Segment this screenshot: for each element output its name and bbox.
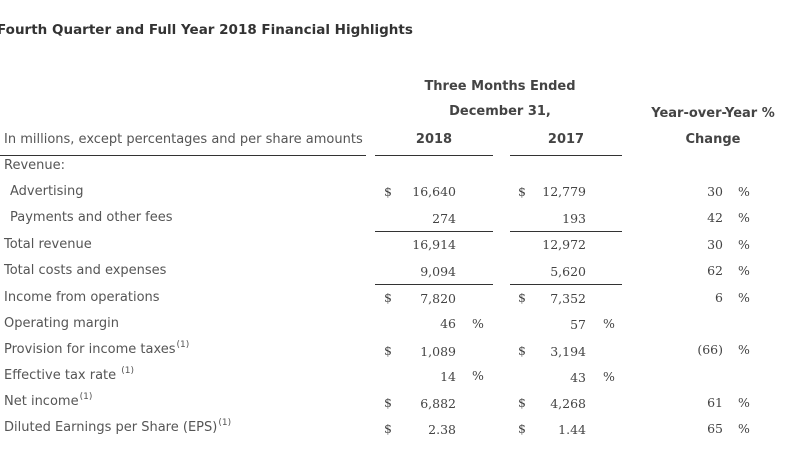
row-label-advertising: Advertising xyxy=(10,184,84,199)
yoy-value: 61 xyxy=(707,395,723,410)
currency-2017: $ xyxy=(518,421,526,436)
footnote-ref: (1) xyxy=(121,366,135,376)
value-2018: 2.38 xyxy=(428,422,456,437)
currency-2018: $ xyxy=(384,184,392,199)
yoy-value: 42 xyxy=(707,210,723,225)
percent-sign-2017: % xyxy=(603,369,615,384)
header-rule-label xyxy=(0,155,366,156)
currency-2017: $ xyxy=(518,343,526,358)
value-2017: 57 xyxy=(570,317,586,332)
period-header-line1: Three Months Ended xyxy=(424,79,576,94)
yoy-header-line2: Change xyxy=(685,132,741,147)
currency-2018: $ xyxy=(384,343,392,358)
yoy-value: 30 xyxy=(707,184,723,199)
value-2017: 7,352 xyxy=(550,291,586,306)
value-2017: 12,972 xyxy=(542,237,586,252)
row-label-total-revenue: Total revenue xyxy=(4,237,92,252)
yoy-percent-sign: % xyxy=(738,210,750,225)
row-label-net-income: Net income(1) xyxy=(4,392,93,409)
col-header-2018: 2018 xyxy=(415,132,453,147)
footnote-ref: (1) xyxy=(176,340,190,350)
percent-sign-2018: % xyxy=(472,316,484,331)
row-label-payments: Payments and other fees xyxy=(10,210,173,225)
footnote-ref: (1) xyxy=(218,418,232,428)
page-title: Fourth Quarter and Full Year 2018 Financ… xyxy=(0,22,413,38)
col-header-2017: 2017 xyxy=(547,132,585,147)
yoy-percent-sign: % xyxy=(738,237,750,252)
value-2017: 193 xyxy=(562,211,586,226)
yoy-percent-sign: % xyxy=(738,290,750,305)
value-2017: 12,779 xyxy=(542,184,586,199)
yoy-value: 62 xyxy=(707,263,723,278)
subtotal-rule-2018 xyxy=(375,284,493,285)
yoy-value: 30 xyxy=(707,237,723,252)
yoy-value: (66) xyxy=(697,342,723,357)
currency-2017: $ xyxy=(518,395,526,410)
currency-2018: $ xyxy=(384,421,392,436)
yoy-percent-sign: % xyxy=(738,342,750,357)
yoy-value: 65 xyxy=(707,421,723,436)
header-rule-2017 xyxy=(510,155,622,156)
period-header-line2: December 31, xyxy=(449,104,551,119)
currency-2018: $ xyxy=(384,395,392,410)
units-label: In millions, except percentages and per … xyxy=(4,132,363,147)
header-rule-2018 xyxy=(375,155,493,156)
footnote-ref: (1) xyxy=(79,392,93,402)
value-2018: 16,640 xyxy=(412,184,456,199)
yoy-percent-sign: % xyxy=(738,395,750,410)
currency-2017: $ xyxy=(518,184,526,199)
value-2017: 5,620 xyxy=(550,264,586,279)
yoy-header-line1: Year-over-Year % xyxy=(651,106,775,121)
subtotal-rule-2017 xyxy=(510,284,622,285)
value-2018: 274 xyxy=(432,211,456,226)
value-2018: 16,914 xyxy=(412,237,456,252)
subtotal-rule-2018 xyxy=(375,231,493,232)
value-2018: 9,094 xyxy=(420,264,456,279)
row-label-diluted-eps: Diluted Earnings per Share (EPS)(1) xyxy=(4,418,232,435)
value-2017: 43 xyxy=(570,370,586,385)
yoy-percent-sign: % xyxy=(738,263,750,278)
percent-sign-2018: % xyxy=(472,368,484,383)
subtotal-rule-2017 xyxy=(510,231,622,232)
percent-sign-2017: % xyxy=(603,316,615,331)
currency-2017: $ xyxy=(518,290,526,305)
value-2018: 7,820 xyxy=(420,291,456,306)
value-2017: 4,268 xyxy=(550,396,586,411)
row-label-provision-income-taxes: Provision for income taxes(1) xyxy=(4,340,190,357)
value-2018: 6,882 xyxy=(420,396,456,411)
row-label-total-costs: Total costs and expenses xyxy=(4,263,167,278)
value-2018: 46 xyxy=(440,316,456,331)
value-2018: 14 xyxy=(440,369,456,384)
row-label-income-from-operations: Income from operations xyxy=(4,290,160,305)
yoy-value: 6 xyxy=(715,290,723,305)
row-label-operating-margin: Operating margin xyxy=(4,316,119,331)
row-label-effective-tax-rate: Effective tax rate (1) xyxy=(4,366,135,383)
revenue-heading: Revenue: xyxy=(4,158,65,173)
value-2017: 3,194 xyxy=(550,344,586,359)
yoy-percent-sign: % xyxy=(738,421,750,436)
value-2018: 1,089 xyxy=(420,344,456,359)
currency-2018: $ xyxy=(384,290,392,305)
yoy-percent-sign: % xyxy=(738,184,750,199)
value-2017: 1.44 xyxy=(558,422,586,437)
